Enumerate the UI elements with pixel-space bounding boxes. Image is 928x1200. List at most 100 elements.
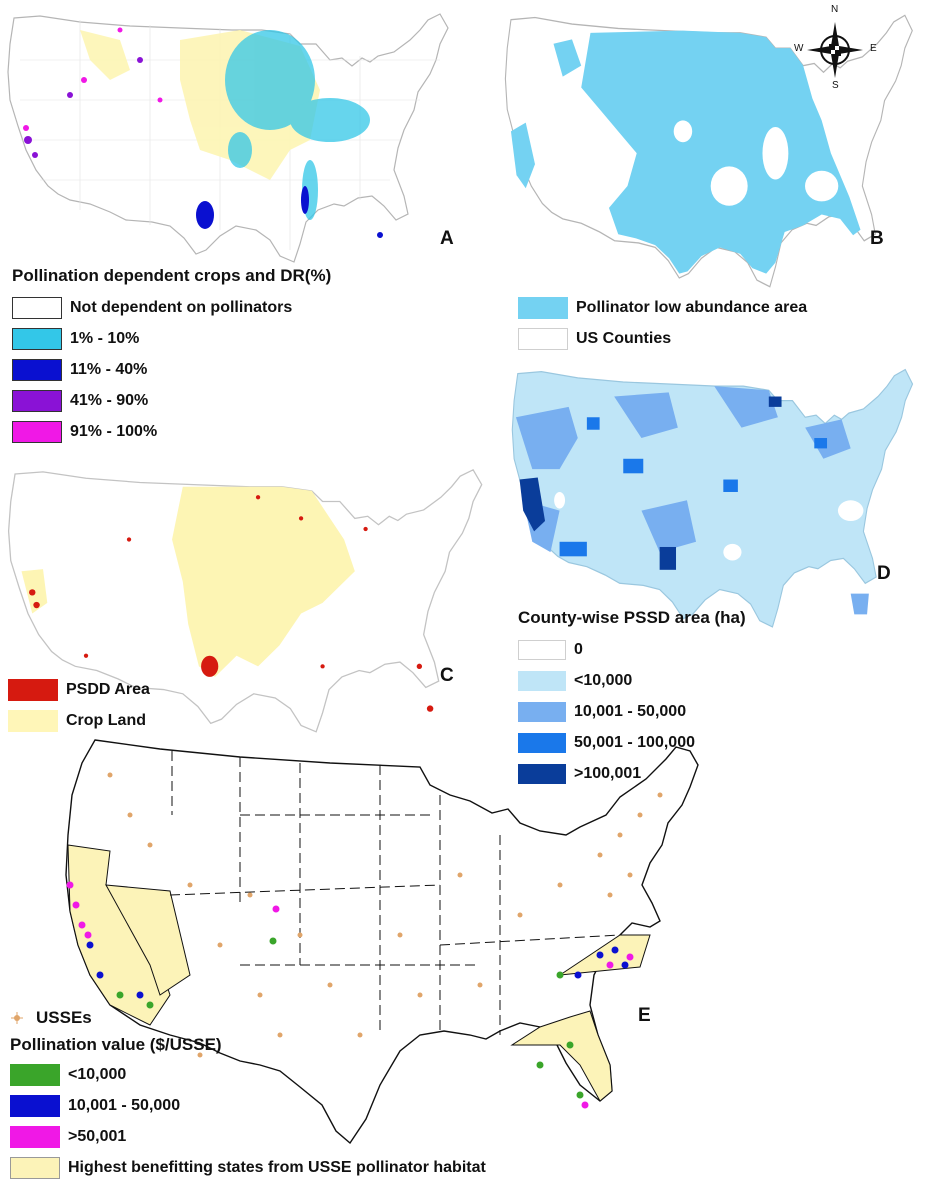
legend-label: 10,001 - 50,000 <box>68 1096 181 1114</box>
legend-swatch <box>8 709 58 732</box>
legend-swatch <box>12 296 62 319</box>
legend-swatch <box>8 678 58 701</box>
legend-d-row: 0 <box>518 634 746 665</box>
legend-a: Pollination dependent crops and DR(%) No… <box>12 266 331 447</box>
compass-s: S <box>832 80 839 91</box>
legend-swatch <box>518 639 566 660</box>
usse-label: USSEs <box>36 1008 92 1027</box>
legend-e-row: >50,001 <box>10 1121 486 1152</box>
legend-swatch <box>12 358 62 381</box>
legend-a-row: 1% - 10% <box>12 323 331 354</box>
map-d-svg <box>511 368 914 628</box>
legend-swatch <box>12 420 62 443</box>
usse-point-icon <box>10 1011 24 1025</box>
usse-points <box>107 772 663 1058</box>
legend-d-row: <10,000 <box>518 665 746 696</box>
legend-d-row: 10,001 - 50,000 <box>518 696 746 727</box>
legend-label: 0 <box>574 640 583 658</box>
panel-d-map: D <box>505 355 928 630</box>
panel-d-letter: D <box>877 563 891 584</box>
map-c-svg <box>7 469 483 733</box>
legend-a-row: 41% - 90% <box>12 385 331 416</box>
legend-e-points-row: USSEs <box>10 1005 486 1031</box>
compass-rose: N S W E <box>794 4 877 91</box>
low-abundance-area <box>510 30 861 274</box>
legend-label: 1% - 10% <box>70 329 140 347</box>
legend-d-row: 50,001 - 100,000 <box>518 727 746 758</box>
legend-swatch <box>518 732 566 753</box>
legend-label: Pollinator low abundance area <box>576 298 808 316</box>
legend-c-row: Crop Land <box>8 705 150 736</box>
pollination-magenta-points <box>66 881 634 1109</box>
dr-11-40-pattern <box>196 186 383 238</box>
legend-d-title: County-wise PSSD area (ha) <box>518 608 746 627</box>
map-e-svg <box>65 739 699 1145</box>
panel-b-map: N S W E B <box>498 0 928 290</box>
pssd-10k-50k <box>515 386 869 615</box>
legend-e-title: Pollination value ($/USSE) <box>10 1035 222 1054</box>
legend-d-row: >100,001 <box>518 758 746 789</box>
dr-41-90-pattern <box>24 57 143 158</box>
legend-label: 50,001 - 100,000 <box>574 733 695 751</box>
habitat-label: Highest benefitting states from USSE pol… <box>68 1158 486 1176</box>
dr-91-100-pattern <box>23 27 163 131</box>
pollination-blue-points <box>86 941 629 999</box>
legend-label: 41% - 90% <box>70 391 149 409</box>
compass-n: N <box>831 4 839 15</box>
panel-b-letter: B <box>870 228 884 249</box>
legend-label: <10,000 <box>68 1065 127 1083</box>
map-b-svg <box>504 14 913 288</box>
panel-e-letter: E <box>638 1005 651 1026</box>
legend-swatch <box>518 670 566 691</box>
map-a-svg <box>7 13 449 263</box>
legend-label: 11% - 40% <box>70 360 148 378</box>
legend-a-row: Not dependent on pollinators <box>12 292 331 323</box>
legend-a-row: 11% - 40% <box>12 354 331 385</box>
legend-label: 10,001 - 50,000 <box>574 702 687 720</box>
legend-swatch <box>518 327 568 350</box>
pollination-green-points <box>116 937 584 1099</box>
compass-w: W <box>794 43 804 54</box>
legend-b-row: Pollinator low abundance area <box>518 292 807 323</box>
legend-swatch <box>518 296 568 319</box>
legend-d: County-wise PSSD area (ha) 0 <10,000 10,… <box>518 608 746 789</box>
legend-a-title: Pollination dependent crops and DR(%) <box>12 266 332 285</box>
legend-c-row: PSDD Area <box>8 674 150 705</box>
pssd-50k-100k <box>559 417 828 557</box>
legend-swatch <box>518 763 566 784</box>
legend-e-row: <10,000 <box>10 1059 486 1090</box>
county-holes <box>673 120 839 206</box>
legend-label: >100,001 <box>574 764 642 782</box>
psdd-area <box>29 495 434 712</box>
pssd-zero <box>554 491 864 561</box>
panel-c-map: C <box>0 455 500 735</box>
legend-swatch <box>12 389 62 412</box>
legend-label: PSDD Area <box>66 680 150 698</box>
legend-swatch <box>12 327 62 350</box>
legend-label: Crop Land <box>66 711 146 729</box>
legend-swatch <box>10 1094 60 1117</box>
compass-icon <box>807 22 863 78</box>
legend-a-row: 91% - 100% <box>12 416 331 447</box>
legend-e-row: 10,001 - 50,000 <box>10 1090 486 1121</box>
state-boundaries <box>169 751 621 1035</box>
panel-e-map: E <box>0 735 928 1200</box>
pssd-over-100k <box>519 396 782 570</box>
legend-swatch <box>10 1156 60 1179</box>
legend-label: <10,000 <box>574 671 633 689</box>
legend-label: >50,001 <box>68 1127 127 1145</box>
highest-benefit-states <box>67 844 651 1102</box>
legend-b: Pollinator low abundance area US Countie… <box>518 292 807 354</box>
legend-swatch <box>10 1125 60 1148</box>
legend-b-row: US Counties <box>518 323 807 354</box>
legend-e: USSEs Pollination value ($/USSE) <10,000… <box>10 1005 486 1183</box>
panel-c-letter: C <box>440 665 454 686</box>
legend-swatch <box>10 1063 60 1086</box>
legend-c: PSDD Area Crop Land <box>8 674 150 736</box>
legend-label: 91% - 100% <box>70 422 158 440</box>
legend-label: US Counties <box>576 329 672 347</box>
legend-e-habitat-row: Highest benefitting states from USSE pol… <box>10 1152 486 1183</box>
panel-a-letter: A <box>440 228 454 249</box>
compass-e: E <box>870 43 877 54</box>
legend-swatch <box>518 701 566 722</box>
